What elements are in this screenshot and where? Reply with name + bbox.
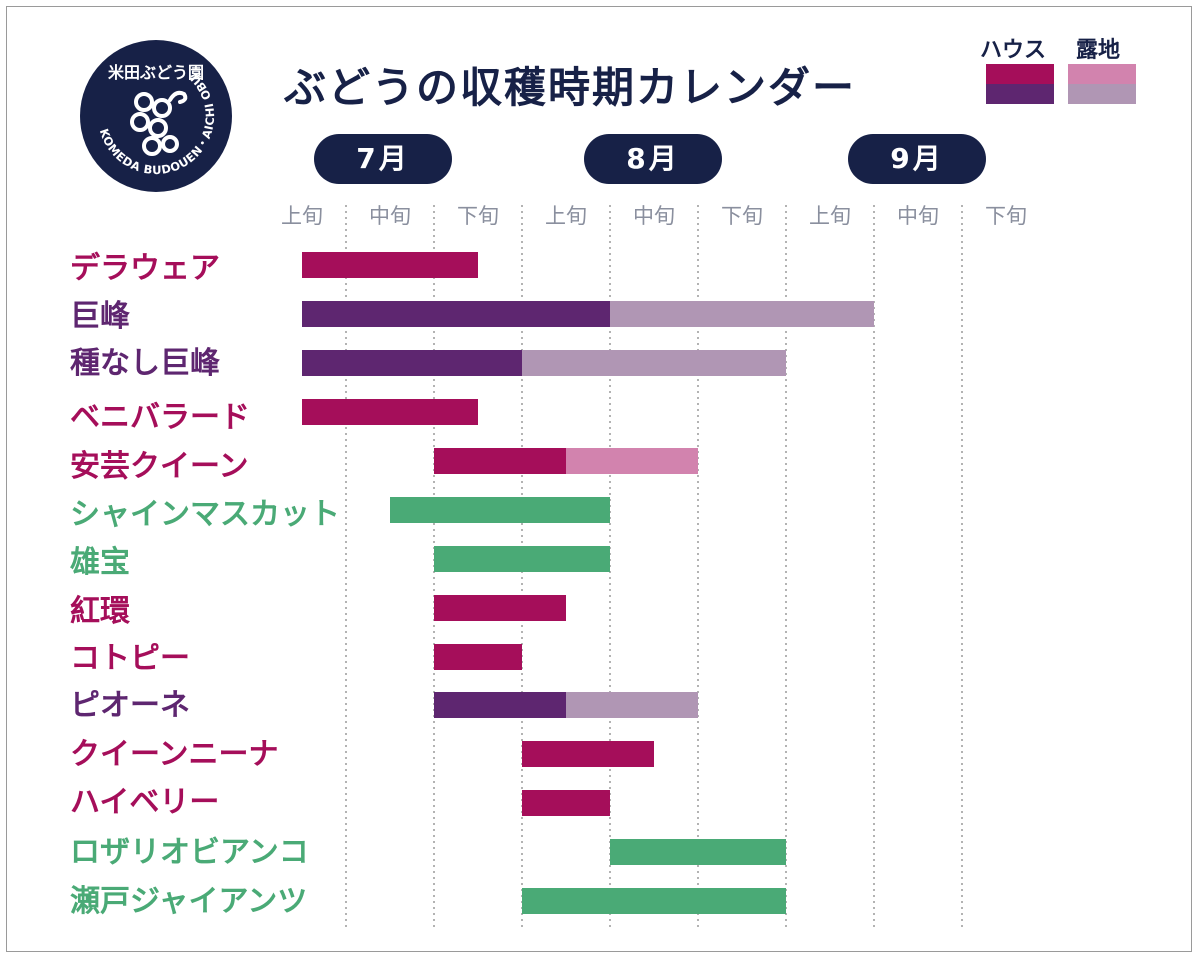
legend-house-label: ハウス xyxy=(980,38,1047,63)
row-label-rosario-bianco: ロザリオビアンコ xyxy=(70,835,309,870)
month-july: 7月 xyxy=(314,134,452,184)
harvest-bar xyxy=(434,595,566,621)
harvest-bar xyxy=(522,350,786,376)
harvest-bar xyxy=(302,252,478,278)
row-label-benitamaki: 紅環 xyxy=(70,594,130,629)
dekad-label: 中旬 xyxy=(897,204,939,228)
row-label-aki-queen: 安芸クイーン xyxy=(70,449,249,484)
row-label-pione: ピオーネ xyxy=(70,688,190,723)
row-label-highberry: ハイベリー xyxy=(70,785,220,820)
harvest-bar xyxy=(434,692,566,718)
dekad-label: 下旬 xyxy=(457,204,499,228)
harvest-bar xyxy=(610,301,874,327)
row-label-kyoho: 巨峰 xyxy=(70,299,130,334)
dekad-label: 上旬 xyxy=(809,204,851,228)
dekad-label: 中旬 xyxy=(369,204,411,228)
dekad-label: 中旬 xyxy=(633,204,675,228)
legend-outdoor-pink-swatch xyxy=(1068,64,1136,84)
chart-frame xyxy=(6,6,1192,952)
harvest-bar xyxy=(522,741,654,767)
dekad-label: 上旬 xyxy=(281,204,323,228)
chart-title: ぶどうの収穫時期カレンダー xyxy=(284,63,857,112)
harvest-bar xyxy=(566,692,698,718)
dekad-label: 下旬 xyxy=(985,204,1027,228)
row-label-delaware: デラウェア xyxy=(70,251,220,286)
harvest-bar xyxy=(302,350,522,376)
harvest-bar xyxy=(434,644,522,670)
row-label-kotopi: コトピー xyxy=(70,641,190,676)
row-label-yuho: 雄宝 xyxy=(70,545,130,580)
row-label-seto-giants: 瀬戸ジャイアンツ xyxy=(70,884,308,919)
bars xyxy=(302,252,874,914)
logo-svg: 米田ぶどう園 KOMEDA BUDOUEN・AICHI OBU xyxy=(97,63,217,177)
legend-outdoor-lavender-swatch xyxy=(1068,84,1136,104)
grape-vine-icon xyxy=(130,90,188,156)
legend-outdoor-label: 露地 xyxy=(1076,38,1121,63)
dekad-label: 上旬 xyxy=(545,204,587,228)
month-september: 9月 xyxy=(848,134,986,184)
row-label-queen-nina: クイーンニーナ xyxy=(70,737,279,772)
month-august: 8月 xyxy=(584,134,722,184)
row-label-beni-ballard: ベニバラード xyxy=(70,400,250,435)
harvest-bar xyxy=(522,790,610,816)
logo-badge: 米田ぶどう園 KOMEDA BUDOUEN・AICHI OBU xyxy=(80,40,232,192)
harvest-bar xyxy=(566,448,698,474)
legend-house-purple-swatch xyxy=(986,84,1054,104)
legend-house-red-swatch xyxy=(986,64,1054,84)
row-label-shine-muscat: シャインマスカット xyxy=(70,497,340,532)
harvest-bar xyxy=(610,839,786,865)
logo-top-text: 米田ぶどう園 xyxy=(108,63,204,82)
dekad-label: 下旬 xyxy=(721,204,763,228)
harvest-bar xyxy=(302,301,610,327)
harvest-bar xyxy=(522,888,786,914)
harvest-bar xyxy=(434,546,610,572)
row-label-seedless-kyoho: 種なし巨峰 xyxy=(70,346,220,381)
harvest-bar xyxy=(302,399,478,425)
harvest-bar xyxy=(434,448,566,474)
harvest-bar xyxy=(390,497,610,523)
